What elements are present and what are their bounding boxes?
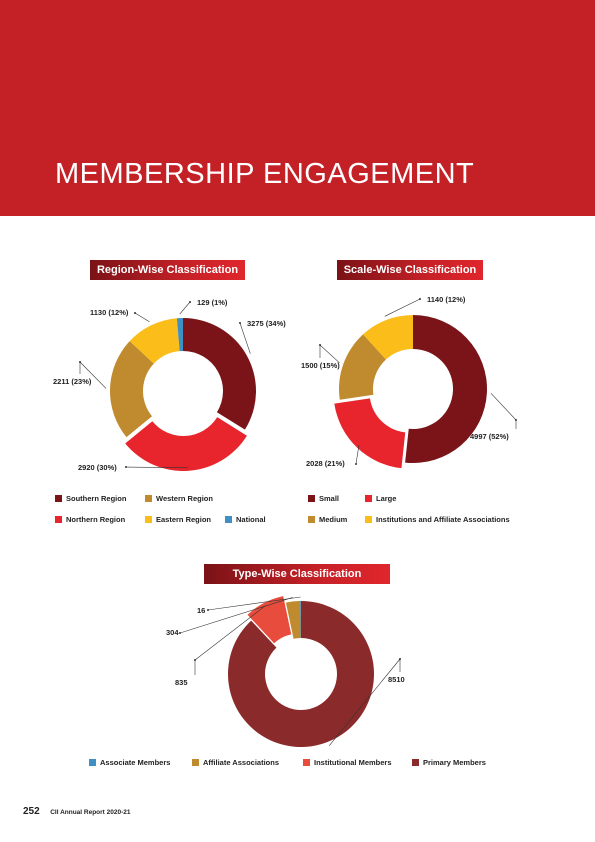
data-label-northern-region: 2920 (30%) xyxy=(78,463,117,472)
data-label-western-region: 2211 (23%) xyxy=(53,377,92,386)
legend-item-western-region: Western Region xyxy=(145,494,213,503)
legend-swatch xyxy=(145,516,152,523)
callout-dot-institutional-members xyxy=(194,659,196,661)
data-label-national: 129 (1%) xyxy=(197,298,228,307)
legend-item-institutional-members: Institutional Members xyxy=(303,758,392,767)
legend-label: Associate Members xyxy=(100,758,171,767)
legend-swatch xyxy=(145,495,152,502)
callout-line-affiliate-associations xyxy=(179,597,293,634)
callout-line-national xyxy=(179,301,191,315)
data-label-associate-members: 16 xyxy=(197,606,205,615)
callout-dot-western-region xyxy=(79,361,81,363)
legend-label: Institutions and Affiliate Associations xyxy=(376,515,510,524)
data-label-small: 4997 (52%) xyxy=(470,432,509,441)
legend-item-large: Large xyxy=(365,494,396,503)
scale-chart-title: Scale-Wise Classification xyxy=(337,260,483,280)
slice-affiliate-associations xyxy=(285,601,301,639)
callout-line-small xyxy=(490,392,517,429)
data-label-eastern-region: 1130 (12%) xyxy=(90,308,129,317)
callout-line-associate-members xyxy=(207,596,301,611)
header-banner xyxy=(0,0,595,216)
legend-item-associate-members: Associate Members xyxy=(89,758,170,767)
legend-swatch xyxy=(225,516,232,523)
callout-dot-large xyxy=(355,463,357,465)
legend-item-affiliate-associations: Affiliate Associations xyxy=(192,758,279,767)
legend-label: Northern Region xyxy=(66,515,126,524)
callout-dot-eastern-region xyxy=(134,312,136,314)
legend-label: Medium xyxy=(319,515,348,524)
data-label-primary-members: 8510 xyxy=(388,675,405,684)
legend-swatch xyxy=(89,759,96,766)
slice-institutions-and-affiliate-associations xyxy=(363,315,413,360)
slice-associate-members xyxy=(300,601,301,639)
legend-item-institutions-and-affiliate-associations: Institutions and Affiliate Associations xyxy=(365,515,510,524)
data-label-institutional-members: 835 xyxy=(175,678,188,687)
type-donut-chart: 8510 835 304 16 xyxy=(166,596,405,748)
legend-label: Small xyxy=(319,494,340,503)
callout-dot-national xyxy=(189,301,191,303)
slice-southern-region xyxy=(183,318,256,430)
callout-dot-institutions-and-affiliate-associations xyxy=(419,298,421,300)
legend-item-northern-region: Northern Region xyxy=(55,515,125,524)
data-label-southern-region: 3275 (34%) xyxy=(247,319,286,328)
legend-label: Large xyxy=(376,494,397,503)
legend-label: Western Region xyxy=(156,494,213,503)
slice-small xyxy=(405,315,487,463)
legend-item-national: National xyxy=(225,515,266,524)
callout-line-eastern-region xyxy=(134,312,150,322)
legend-item-small: Small xyxy=(308,494,339,503)
callout-dot-southern-region xyxy=(239,322,241,324)
legend-swatch xyxy=(308,516,315,523)
slice-western-region xyxy=(109,341,154,438)
slice-national xyxy=(176,318,183,352)
slice-primary-members xyxy=(228,601,374,748)
legend-label: Southern Region xyxy=(66,494,127,503)
data-label-institutions-and-affiliate-associations: 1140 (12%) xyxy=(427,295,466,304)
callout-dot-small xyxy=(515,419,517,421)
legend-label: Primary Members xyxy=(423,758,486,767)
data-label-medium: 1500 (15%) xyxy=(301,361,340,370)
region-donut-chart: 3275 (34%) 2920 (30%) 2211 (23%) 1130 (12%)… xyxy=(53,298,286,472)
legend-label: Affiliate Associations xyxy=(203,758,279,767)
legend-swatch xyxy=(55,495,62,502)
callout-dot-associate-members xyxy=(207,609,209,611)
callout-dot-medium xyxy=(319,344,321,346)
legend-label: National xyxy=(236,515,266,524)
callout-line-institutions-and-affiliate-associations xyxy=(384,298,421,317)
report-name: CII Annual Report 2020-21 xyxy=(50,809,131,816)
slice-northern-region xyxy=(125,417,247,471)
legend-swatch xyxy=(365,516,372,523)
slice-large xyxy=(334,398,406,469)
legend-swatch xyxy=(308,495,315,502)
legend-label: Eastern Region xyxy=(156,515,212,524)
legend-swatch xyxy=(365,495,372,502)
legend-item-southern-region: Southern Region xyxy=(55,494,126,503)
callout-line-southern-region xyxy=(239,322,251,354)
callout-dot-northern-region xyxy=(125,466,127,468)
legend-item-medium: Medium xyxy=(308,515,347,524)
legend-swatch xyxy=(192,759,199,766)
slice-medium xyxy=(339,334,386,400)
callout-dot-affiliate-associations xyxy=(179,632,181,634)
scale-donut-chart: 4997 (52%) 2028 (21%) 1500 (15%) 1140 (12%) xyxy=(301,295,517,469)
callout-dot-primary-members xyxy=(399,658,401,660)
legend-swatch xyxy=(412,759,419,766)
legend-item-primary-members: Primary Members xyxy=(412,758,486,767)
page-title: MEMBERSHIP ENGAGEMENT xyxy=(55,158,475,190)
legend-swatch xyxy=(55,516,62,523)
legend-label: Institutional Members xyxy=(314,758,392,767)
legend-item-eastern-region: Eastern Region xyxy=(145,515,211,524)
page-number: 252 xyxy=(23,806,40,817)
callout-line-large xyxy=(355,445,360,465)
slice-eastern-region xyxy=(129,318,180,364)
callout-line-northern-region xyxy=(125,466,188,469)
data-label-large: 2028 (21%) xyxy=(306,459,345,468)
data-label-affiliate-associations: 304 xyxy=(166,628,179,637)
type-chart-title: Type-Wise Classification xyxy=(204,564,390,584)
footer: 252 CII Annual Report 2020-21 xyxy=(23,806,131,817)
region-chart-title: Region-Wise Classification xyxy=(90,260,245,280)
legend-swatch xyxy=(303,759,310,766)
